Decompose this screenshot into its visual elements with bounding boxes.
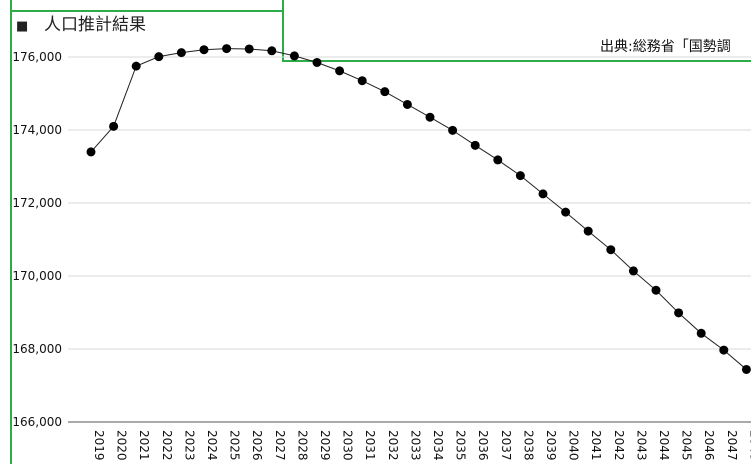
chart-frame-left-border	[10, 0, 12, 464]
x-tick-label: 2023	[182, 430, 196, 461]
data-point	[244, 44, 254, 54]
data-point	[222, 44, 232, 54]
x-tick-label: 2028	[295, 430, 309, 461]
data-point	[267, 46, 277, 56]
x-tick-label: 2041	[589, 430, 603, 461]
data-point	[628, 266, 638, 276]
data-point	[312, 57, 322, 67]
data-point	[357, 76, 367, 86]
data-point	[741, 364, 751, 374]
x-tick-label: 2036	[476, 430, 490, 461]
x-tick-label: 2039	[544, 430, 558, 461]
x-tick-label: 2026	[250, 430, 264, 461]
x-tick-label: 2019	[92, 430, 106, 461]
chart-frame-top-border	[10, 10, 282, 12]
x-tick-label: 2025	[228, 430, 242, 461]
data-point	[583, 226, 593, 236]
x-tick-label: 2035	[454, 430, 468, 461]
data-point	[131, 61, 141, 71]
data-point	[538, 189, 548, 199]
data-point	[470, 140, 480, 150]
y-tick-label: 168,000	[12, 342, 62, 356]
x-tick-label: 2047	[725, 430, 739, 461]
data-point	[696, 328, 706, 338]
x-tick-label: 2042	[612, 430, 626, 461]
y-tick-label: 174,000	[12, 123, 62, 137]
x-tick-label: 2038	[521, 430, 535, 461]
data-point	[335, 66, 345, 76]
data-point	[380, 87, 390, 97]
x-tick-label: 2046	[702, 430, 716, 461]
x-tick-label: 2032	[386, 430, 400, 461]
data-point	[289, 51, 299, 61]
data-point	[425, 112, 435, 122]
data-point	[719, 345, 729, 355]
y-tick-label: 166,000	[12, 415, 62, 429]
x-tick-label: 2027	[273, 430, 287, 461]
data-point	[86, 147, 96, 157]
data-point	[154, 52, 164, 62]
data-point	[515, 171, 525, 181]
y-tick-label: 176,000	[12, 50, 62, 64]
x-tick-label: 2044	[657, 430, 671, 461]
data-point	[402, 99, 412, 109]
y-tick-label: 172,000	[12, 196, 62, 210]
data-point	[674, 308, 684, 318]
x-tick-label: 2030	[341, 430, 355, 461]
source-note: 出典:総務省「国勢調	[600, 39, 731, 55]
x-tick-label: 2020	[115, 430, 129, 461]
x-tick-label: 2021	[137, 430, 151, 461]
data-point	[651, 285, 661, 295]
x-tick-label: 2048	[747, 430, 751, 461]
x-tick-label: 2034	[431, 430, 445, 461]
x-tick-label: 2037	[499, 430, 513, 461]
x-tick-label: 2022	[160, 430, 174, 461]
x-tick-label: 2024	[205, 430, 219, 461]
header-inset-box	[282, 0, 751, 62]
data-point	[109, 121, 119, 131]
heading-square-marker: ■	[16, 19, 29, 34]
data-point	[199, 45, 209, 55]
series-line	[90, 48, 747, 370]
x-tick-label: 2029	[318, 430, 332, 461]
x-tick-label: 2033	[408, 430, 422, 461]
x-tick-label: 2043	[634, 430, 648, 461]
data-point	[561, 207, 571, 217]
data-point	[493, 155, 503, 165]
data-point	[448, 125, 458, 135]
chart-title: 人口推計結果	[44, 15, 146, 35]
data-point	[606, 245, 616, 255]
data-point	[176, 48, 186, 58]
x-tick-label: 2045	[680, 430, 694, 461]
x-tick-label: 2040	[567, 430, 581, 461]
y-tick-label: 170,000	[12, 269, 62, 283]
chart-heading: ■ 人口推計結果	[16, 10, 146, 35]
x-tick-label: 2031	[363, 430, 377, 461]
